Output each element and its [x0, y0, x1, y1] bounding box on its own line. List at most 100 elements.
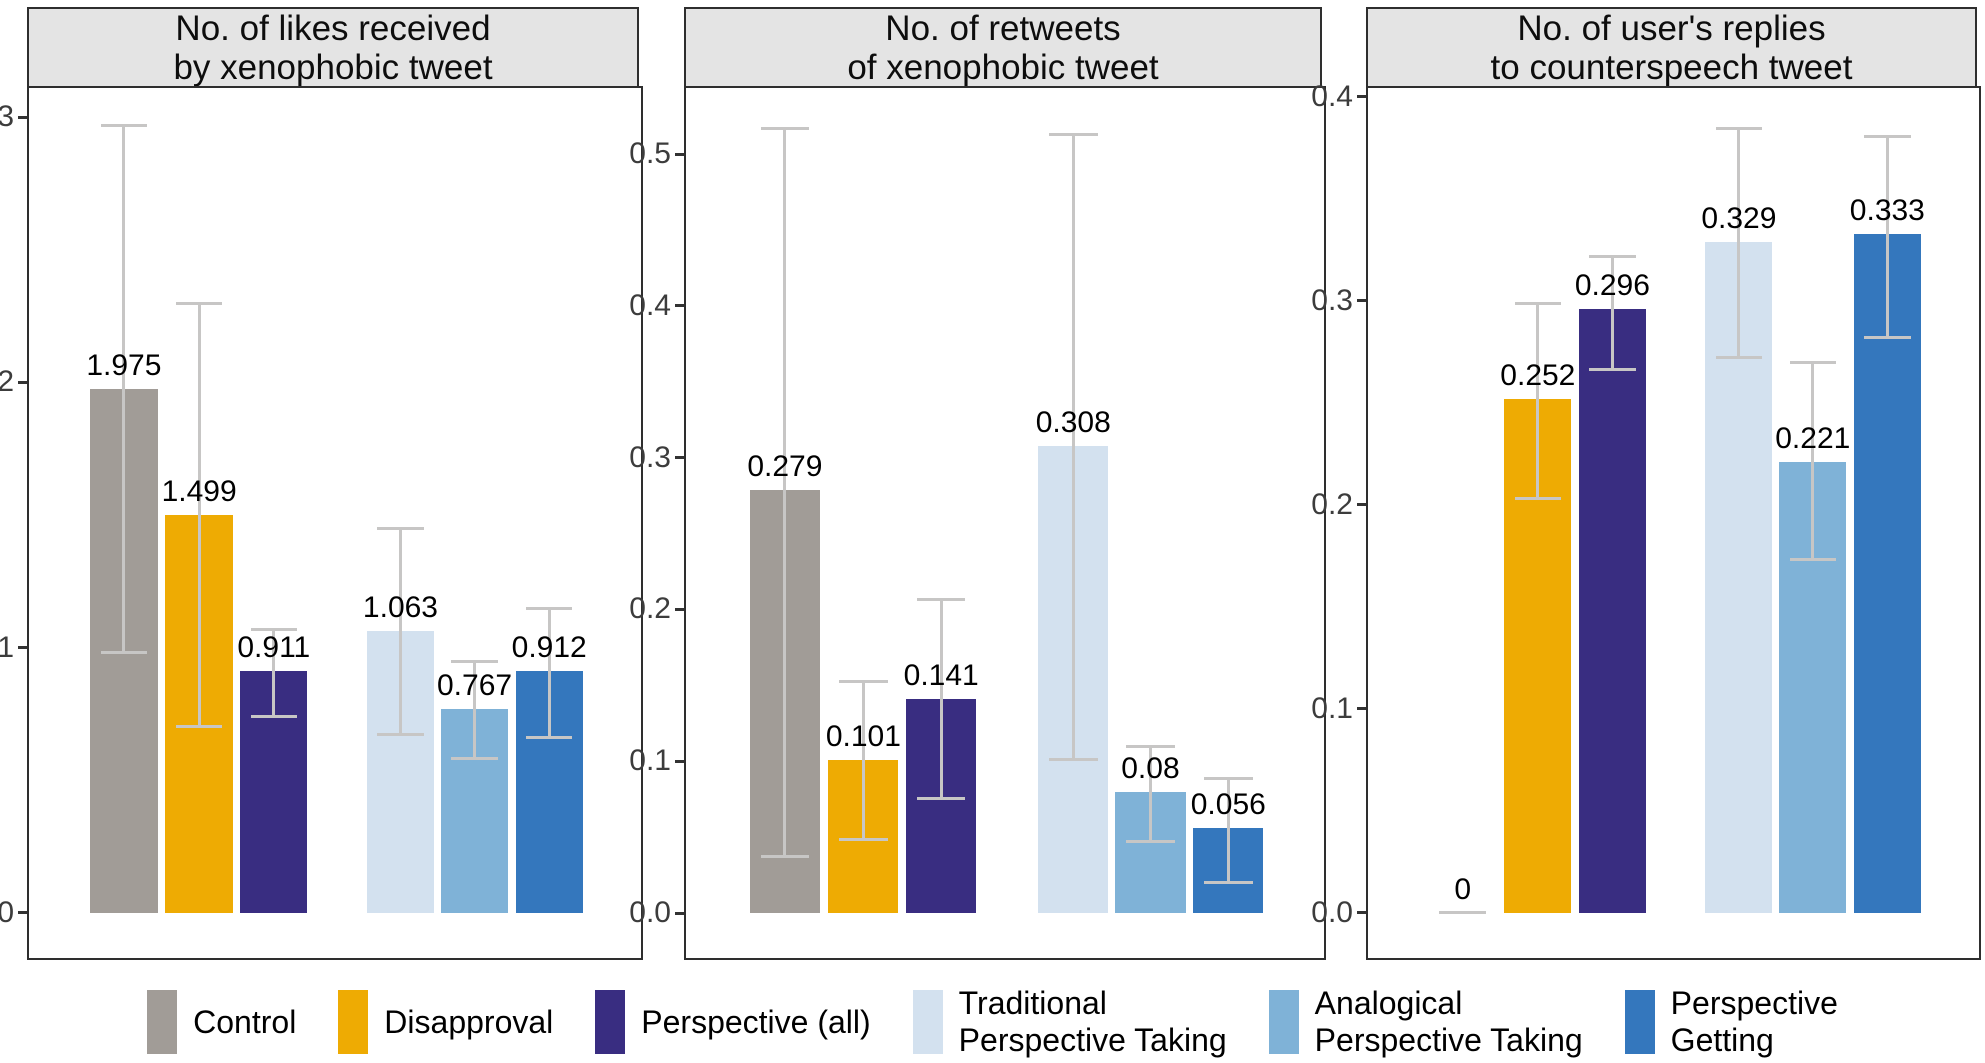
- value-label-control: 0.279: [747, 449, 823, 483]
- errorbar-line-control: [783, 128, 787, 857]
- bar-perspective-all: [1578, 309, 1646, 913]
- errorbar-cap-top-control: [100, 124, 148, 128]
- panel-title-line: to counterspeech tweet: [1490, 47, 1853, 87]
- y-tick-label: 0: [0, 895, 14, 929]
- legend-label-control: Control: [193, 1004, 296, 1041]
- value-label-perspective-all: 0.296: [1574, 269, 1650, 303]
- errorbar-cap-top-traditional-perspective-taking: [1049, 133, 1098, 137]
- legend-label-line: Perspective Taking: [958, 1022, 1227, 1058]
- y-tick-mark: [18, 911, 27, 915]
- legend-item-traditional-perspective-taking: Traditional Perspective Taking: [912, 985, 1227, 1059]
- panel-title-line: No. of retweets: [885, 8, 1121, 48]
- y-tick-label: 0.0: [629, 896, 671, 930]
- errorbar-cap-bottom-perspective-all: [250, 714, 298, 718]
- errorbar-line-analogical-perspective-taking: [473, 660, 477, 760]
- legend-swatch-perspective-all: [595, 990, 626, 1054]
- y-tick-label: 3: [0, 100, 14, 134]
- legend-item-disapproval: Disapproval: [338, 990, 553, 1054]
- legend-item-perspective-getting: Perspective Getting: [1624, 985, 1838, 1059]
- y-tick-label: 0.0: [1311, 895, 1353, 929]
- legend-label-disapproval: Disapproval: [384, 1004, 553, 1041]
- errorbar-cap-bottom-perspective-all: [1589, 368, 1636, 372]
- y-tick-label: 0.3: [629, 440, 671, 474]
- value-label-perspective-getting: 0.056: [1190, 788, 1266, 822]
- errorbar-line-analogical-perspective-taking: [1148, 746, 1152, 842]
- value-label-control: 0: [1454, 872, 1472, 906]
- value-label-analogical-perspective-taking: 0.08: [1121, 751, 1180, 785]
- errorbar-line-analogical-perspective-taking: [1811, 362, 1815, 561]
- value-label-control: 1.975: [86, 349, 162, 383]
- legend-label-line: Analogical: [1314, 985, 1463, 1021]
- y-tick-label: 1: [0, 630, 14, 664]
- errorbar-cap-bottom-perspective-getting: [1864, 335, 1911, 339]
- errorbar-line-traditional-perspective-taking: [398, 528, 402, 736]
- y-tick-label: 0.4: [1311, 79, 1353, 113]
- errorbar-cap-top-perspective-all: [916, 597, 966, 601]
- panel-title-line: of xenophobic tweet: [847, 47, 1159, 87]
- errorbar-cap-bottom-traditional-perspective-taking: [1715, 356, 1763, 360]
- legend-item-control: Control: [147, 990, 296, 1054]
- y-tick-mark: [18, 380, 27, 384]
- errorbar-cap-bottom-disapproval: [839, 838, 888, 842]
- value-label-disapproval: 1.499: [161, 475, 237, 509]
- errorbar-cap-bottom-analogical-perspective-taking: [1126, 839, 1175, 843]
- panel-title-line: No. of likes received: [175, 8, 491, 48]
- errorbar-line-control: [122, 125, 126, 653]
- errorbar-line-perspective-all: [1610, 256, 1614, 371]
- y-tick-mark: [675, 759, 684, 763]
- legend-swatch-analogical-perspective-taking: [1268, 990, 1299, 1054]
- legend-label-perspective-all: Perspective (all): [641, 1004, 870, 1041]
- legend-label-analogical-perspective-taking: Analogical Perspective Taking: [1315, 985, 1583, 1059]
- errorbar-cap-top-analogical-perspective-taking: [1789, 361, 1836, 365]
- errorbar-cap-top-traditional-perspective-taking: [377, 527, 424, 531]
- panel-title-line: No. of user's replies: [1517, 8, 1826, 48]
- value-label-traditional-perspective-taking: 0.308: [1035, 405, 1111, 439]
- legend-item-perspective-all: Perspective (all): [595, 990, 871, 1054]
- errorbar-cap-bottom-control: [100, 650, 148, 654]
- value-label-traditional-perspective-taking: 0.329: [1701, 201, 1777, 235]
- plot-area-likes: 0 1 2 3 1.975 1.499 0.911 1.063 0.767 0.912: [0, 86, 643, 960]
- errorbar-line-disapproval: [1536, 303, 1540, 499]
- panel-title-strip: No. of retweets of xenophobic tweet: [684, 7, 1322, 88]
- legend-label-line: Disapproval: [384, 1003, 554, 1040]
- y-tick-mark: [18, 115, 27, 119]
- bar-perspective-getting: [1853, 233, 1921, 913]
- errorbar-line-perspective-all: [939, 598, 943, 800]
- errorbar-cap-bottom-perspective-all: [916, 797, 966, 801]
- errorbar-cap-bottom-traditional-perspective-taking: [377, 733, 424, 737]
- legend-swatch-disapproval: [338, 990, 369, 1054]
- panel-likes: No. of likes received by xenophobic tweet…: [0, 7, 643, 960]
- errorbar-line-perspective-all: [272, 629, 276, 717]
- legend-label-line: Control: [193, 1003, 297, 1040]
- errorbar-cap-top-perspective-all: [1589, 255, 1636, 259]
- errorbar-cap-top-analogical-perspective-taking: [1126, 745, 1175, 749]
- errorbar-cap-bottom-analogical-perspective-taking: [451, 757, 498, 761]
- y-tick-mark: [1357, 911, 1366, 915]
- y-tick-mark: [1357, 299, 1366, 303]
- y-tick-label: 2: [0, 365, 14, 399]
- panel-replies: No. of user's replies to counterspeech tw…: [1311, 7, 1981, 960]
- y-tick-mark: [675, 304, 684, 308]
- legend-swatch-control: [147, 990, 178, 1054]
- value-label-traditional-perspective-taking: 1.063: [362, 590, 438, 624]
- value-label-disapproval: 0.252: [1500, 358, 1576, 392]
- errorbar-cap-top-analogical-perspective-taking: [451, 659, 498, 663]
- legend-label-perspective-getting: Perspective Getting: [1671, 985, 1838, 1059]
- legend-label-line: Perspective Taking: [1314, 1022, 1583, 1058]
- y-tick-label: 0.3: [1311, 283, 1353, 317]
- errorbar-cap-bottom-perspective-getting: [525, 735, 573, 739]
- value-label-perspective-all: 0.911: [237, 631, 311, 665]
- y-tick-mark: [1357, 95, 1366, 99]
- y-tick-mark: [1357, 707, 1366, 711]
- legend-label-traditional-perspective-taking: Traditional Perspective Taking: [959, 985, 1227, 1059]
- y-tick-mark: [675, 456, 684, 460]
- panel-retweets: No. of retweets of xenophobic tweet 0.0 0.1…: [629, 7, 1326, 960]
- value-label-perspective-getting: 0.333: [1849, 193, 1925, 227]
- y-tick-label: 0.2: [629, 592, 671, 626]
- errorbar-line-perspective-getting: [547, 607, 551, 738]
- errorbar-cap-top-traditional-perspective-taking: [1715, 126, 1763, 130]
- errorbar-line-traditional-perspective-taking: [1071, 134, 1075, 760]
- legend-label-line: Perspective (all): [641, 1003, 871, 1040]
- errorbar-cap-top-perspective-all: [250, 628, 298, 632]
